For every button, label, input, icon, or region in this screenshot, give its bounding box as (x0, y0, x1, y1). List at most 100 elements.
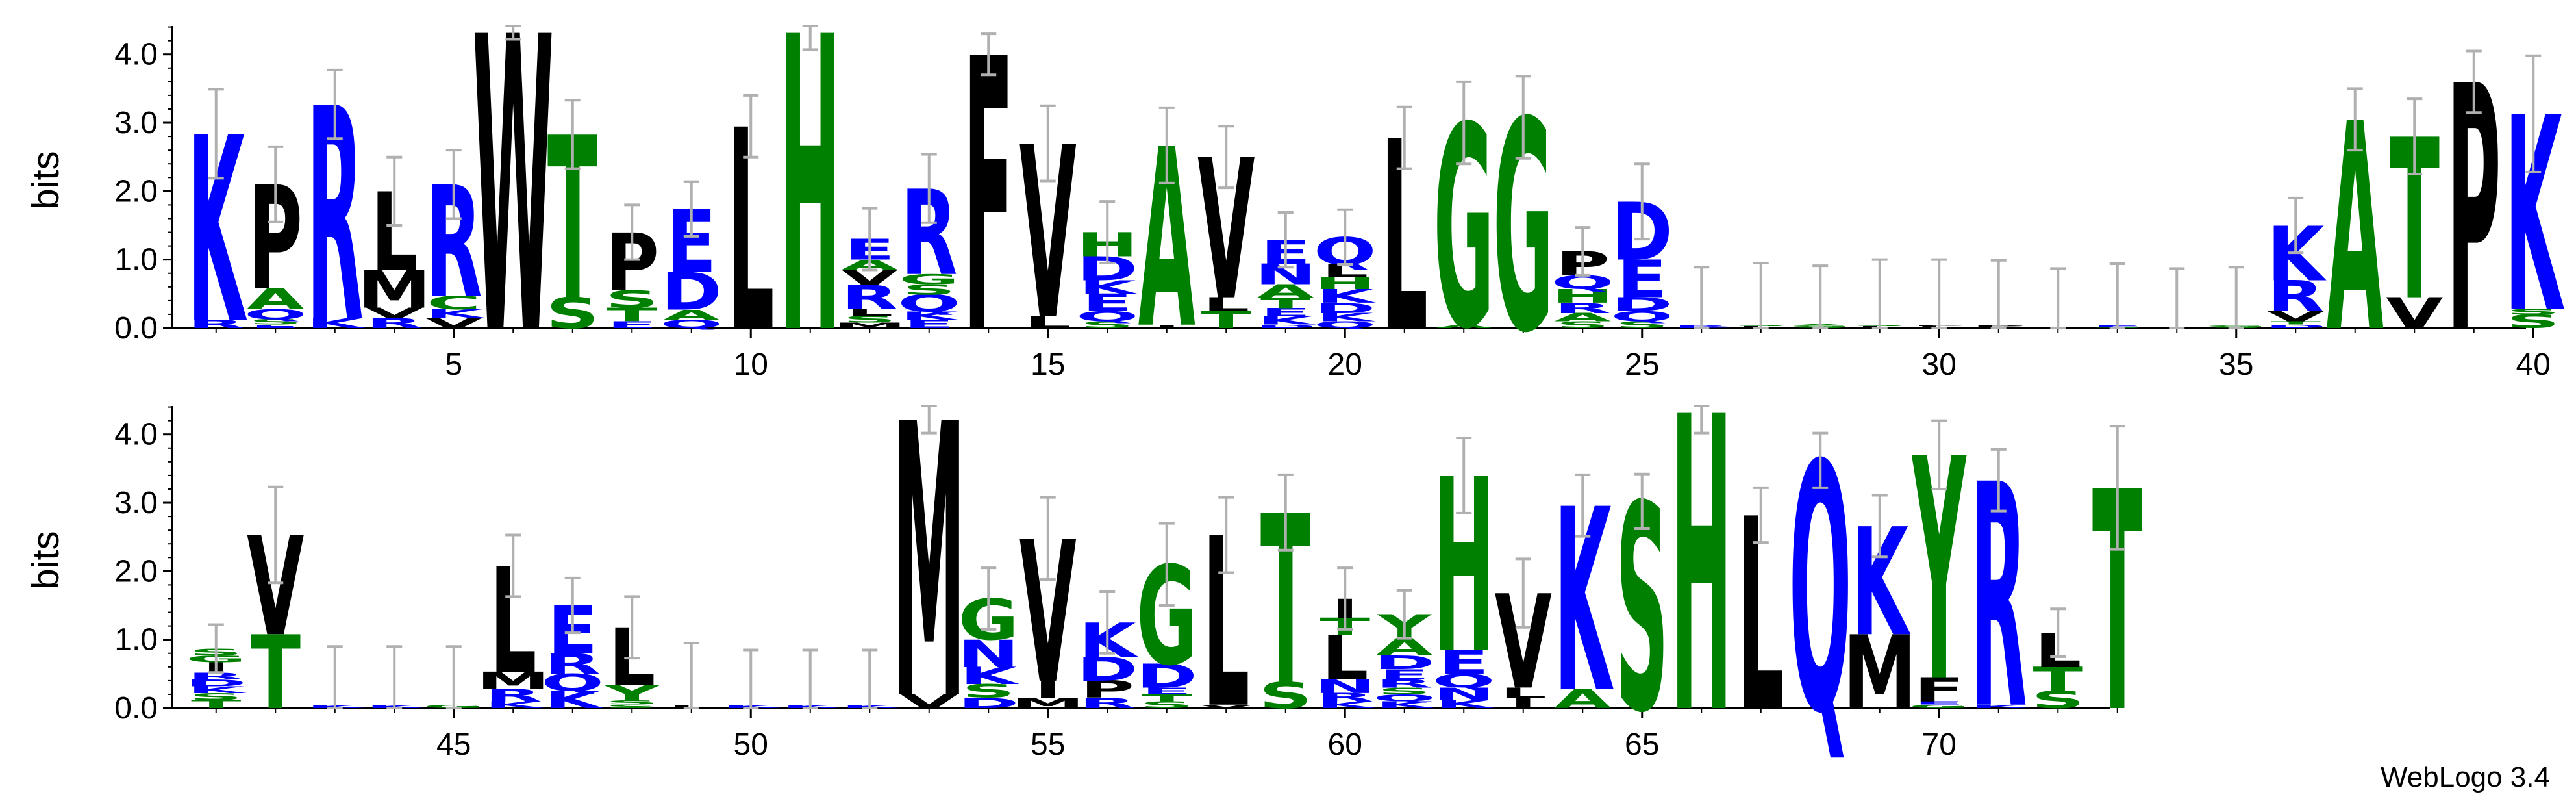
logo-letter-G: G (899, 272, 959, 288)
logo-letter-S: S (1556, 320, 1609, 331)
logo-letter-L: L (1321, 623, 1368, 694)
logo-letter-L: L (1025, 312, 1071, 332)
logo-letter-T: T (1260, 296, 1311, 312)
logo-letter-V: V (366, 305, 423, 321)
logo-letter-E: E (1260, 306, 1311, 319)
logo-letter-A: A (1554, 311, 1611, 324)
weblogo-credit: WebLogo 3.4 (2381, 761, 2550, 793)
logo-letter-R: R (188, 671, 245, 682)
logo-letter-K: K (544, 687, 604, 714)
logo-letter-V: V (1197, 704, 1255, 709)
logo-letter-S: S (2031, 687, 2084, 714)
logo-letter-E: E (250, 324, 301, 329)
logo-letter-T: T (191, 698, 242, 711)
logo-letter-D: D (2265, 324, 2326, 329)
logo-letter-T: T (2270, 320, 2321, 325)
logo-letter-V: V (901, 691, 958, 713)
logo-letter-E: E (1379, 666, 1430, 683)
logo-letter-P: P (1081, 676, 1134, 704)
logo-letter-K: K (1851, 498, 1911, 669)
x-tick-label: 25 (1625, 348, 1659, 382)
logo-letter-K: K (1376, 700, 1436, 711)
logo-letter-S: S (1616, 320, 1669, 331)
logo-letter-K: K (1554, 456, 1614, 748)
logo-letter-K: K (1970, 704, 2030, 709)
logo-letter-K: K (901, 309, 960, 322)
y-tick-label: 0.0 (114, 311, 158, 346)
logo-letter-N: N (1433, 684, 1495, 704)
logo-letter-Q: Q (1076, 309, 1139, 325)
logo-letter-V: V (2267, 309, 2324, 325)
logo-letter-E: E (1914, 700, 1964, 705)
logo-letter-T: T (606, 304, 657, 326)
logo-letter-V: V (2386, 289, 2443, 338)
logo-letter-M: M (477, 667, 550, 694)
logo-letter-E: E (904, 318, 955, 331)
logo-letter-R: R (1079, 695, 1136, 711)
y-tick-label: 3.0 (114, 106, 158, 140)
logo-letter-W: W (473, 0, 554, 424)
logo-letter-F: F (1914, 670, 1964, 709)
x-tick-label: 40 (2516, 348, 2551, 382)
logo-letter-K: K (1316, 700, 1377, 711)
y-axis-label: bits (25, 531, 67, 589)
logo-letter-Q: Q (541, 669, 604, 696)
y-tick-label: 3.0 (114, 486, 158, 520)
logo-letter-E: E (1082, 289, 1132, 316)
logo-letter-A: A (1435, 324, 1492, 329)
logo-letter-D: D (1255, 324, 1316, 329)
logo-letter-E: E (1617, 250, 1668, 310)
logo-letter-S: S (190, 691, 243, 702)
logo-letter-K: K (2505, 62, 2564, 372)
logo-letter-R: R (2267, 272, 2324, 321)
logo-letter-E: E (1438, 643, 1489, 681)
logo-letter-E: E (606, 320, 657, 331)
logo-letter-D: D (186, 678, 247, 689)
logo-letter-M: M (1843, 615, 1916, 733)
logo-letter-H: H (1552, 285, 1614, 307)
logo-letter-K: K (306, 315, 366, 331)
y-tick-label: 1.0 (114, 623, 158, 657)
logo-letter-L: L (846, 307, 893, 318)
logo-letter-K: K (2267, 212, 2327, 299)
y-tick-label: 4.0 (114, 418, 158, 452)
logo-letter-A: A (1257, 281, 1314, 303)
logo-letter-K: K (1316, 311, 1376, 324)
logo-letter-M: M (833, 321, 907, 329)
logo-letter-Q: Q (1610, 309, 1673, 325)
logo-letter-T: T (2032, 661, 2083, 699)
logo-letter-T: T (1201, 307, 1251, 334)
logo-letter-V: V (425, 315, 482, 331)
logo-letter-S: S (546, 289, 599, 338)
logo-letter-R: R (841, 278, 898, 316)
logo-letter-A: A (247, 283, 305, 316)
logo-letter-R: R (484, 686, 542, 705)
logo-letter-A: A (1554, 684, 1611, 715)
logo-letter-K: K (1435, 698, 1495, 711)
x-tick-label: 50 (734, 728, 768, 762)
logo-letter-Q: Q (897, 290, 960, 317)
logo-letter-H: H (1314, 273, 1376, 293)
logo-letter-R: R (366, 315, 423, 331)
x-tick-label: 15 (1031, 348, 1065, 382)
logo-letter-Q: Q (1373, 692, 1436, 704)
logo-letter-S: S (962, 680, 1015, 702)
logo-letter-S: S (1378, 686, 1431, 697)
logo-letter-I: I (1034, 676, 1062, 704)
x-tick-label: 45 (436, 728, 471, 762)
y-axis-label: bits (25, 151, 67, 209)
logo-letter-M: M (358, 260, 431, 320)
logo-letter-K: K (1316, 285, 1376, 307)
x-tick-label: 10 (734, 348, 768, 382)
logo-letter-D: D (1374, 652, 1435, 674)
y-tick-label: 1.0 (114, 243, 158, 277)
logo-letter-K: K (188, 685, 248, 696)
logo-letter-E: E (1142, 686, 1192, 697)
logo-letter-S: S (1259, 676, 1312, 717)
logo-letter-K: K (484, 700, 545, 711)
logo-letter-S: S (1081, 320, 1134, 331)
logo-letter-C: C (427, 292, 481, 314)
logo-letter-A: A (663, 307, 720, 324)
